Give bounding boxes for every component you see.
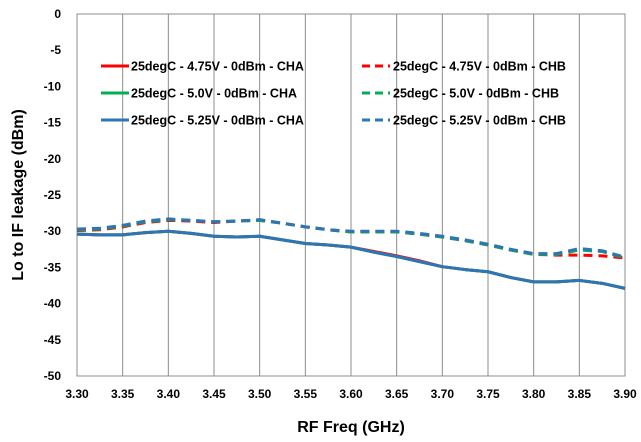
x-axis-ticks: 3.30 3.35 3.40 3.45 3.50 3.55 3.60 3.65 3.70 3.75… [65,387,637,401]
series-line [76,229,626,290]
plot-area-frame [76,13,626,377]
x-tick-label: 3.60 [339,387,363,401]
x-tick-label: 3.35 [111,387,135,401]
legend-label: 25degC - 5.25V - 0dBm - CHB [393,114,566,128]
y-tick-label: -5 [50,43,61,57]
legend-label: 25degC - 5.25V - 0dBm - CHA [131,114,304,128]
x-tick-label: 3.55 [294,387,318,401]
y-axis-title: Lo to IF leakage (dBm) [10,109,27,281]
y-tick-label: -10 [44,79,62,93]
x-tick-label: 3.65 [385,387,409,401]
y-axis-ticks: 0 -5 -10 -15 -20 -25 -30 -35 -40 -45 -50 [44,7,62,383]
y-tick-label: -45 [44,333,62,347]
x-tick-label: 3.45 [202,387,226,401]
series-line [76,217,626,259]
x-tick-label: 3.85 [568,387,592,401]
y-tick-label: 0 [54,7,61,21]
y-tick-label: -35 [44,260,62,274]
y-tick-label: -15 [44,116,62,130]
y-tick-label: -25 [44,188,62,202]
y-tick-label: -30 [44,224,62,238]
y-tick-label: -50 [44,369,62,383]
y-tick-label: -20 [44,152,62,166]
x-tick-label: 3.80 [522,387,546,401]
x-axis-title: RF Freq (GHz) [297,419,405,436]
legend-label: 25degC - 5.0V - 0dBm - CHB [393,87,559,101]
legend-label: 25degC - 5.0V - 0dBm - CHA [131,87,297,101]
x-tick-label: 3.70 [431,387,455,401]
series-lines [76,217,626,290]
x-tick-label: 3.30 [65,387,89,401]
x-tick-label: 3.40 [157,387,181,401]
legend: 25degC - 4.75V - 0dBm - CHA 25degC - 4.75… [101,60,566,128]
gridlines [76,14,626,376]
x-tick-label: 3.90 [613,387,637,401]
legend-label: 25degC - 4.75V - 0dBm - CHA [131,60,304,74]
y-tick-label: -40 [44,297,62,311]
legend-label: 25degC - 4.75V - 0dBm - CHB [393,60,566,74]
x-tick-label: 3.50 [248,387,272,401]
x-tick-label: 3.75 [476,387,500,401]
